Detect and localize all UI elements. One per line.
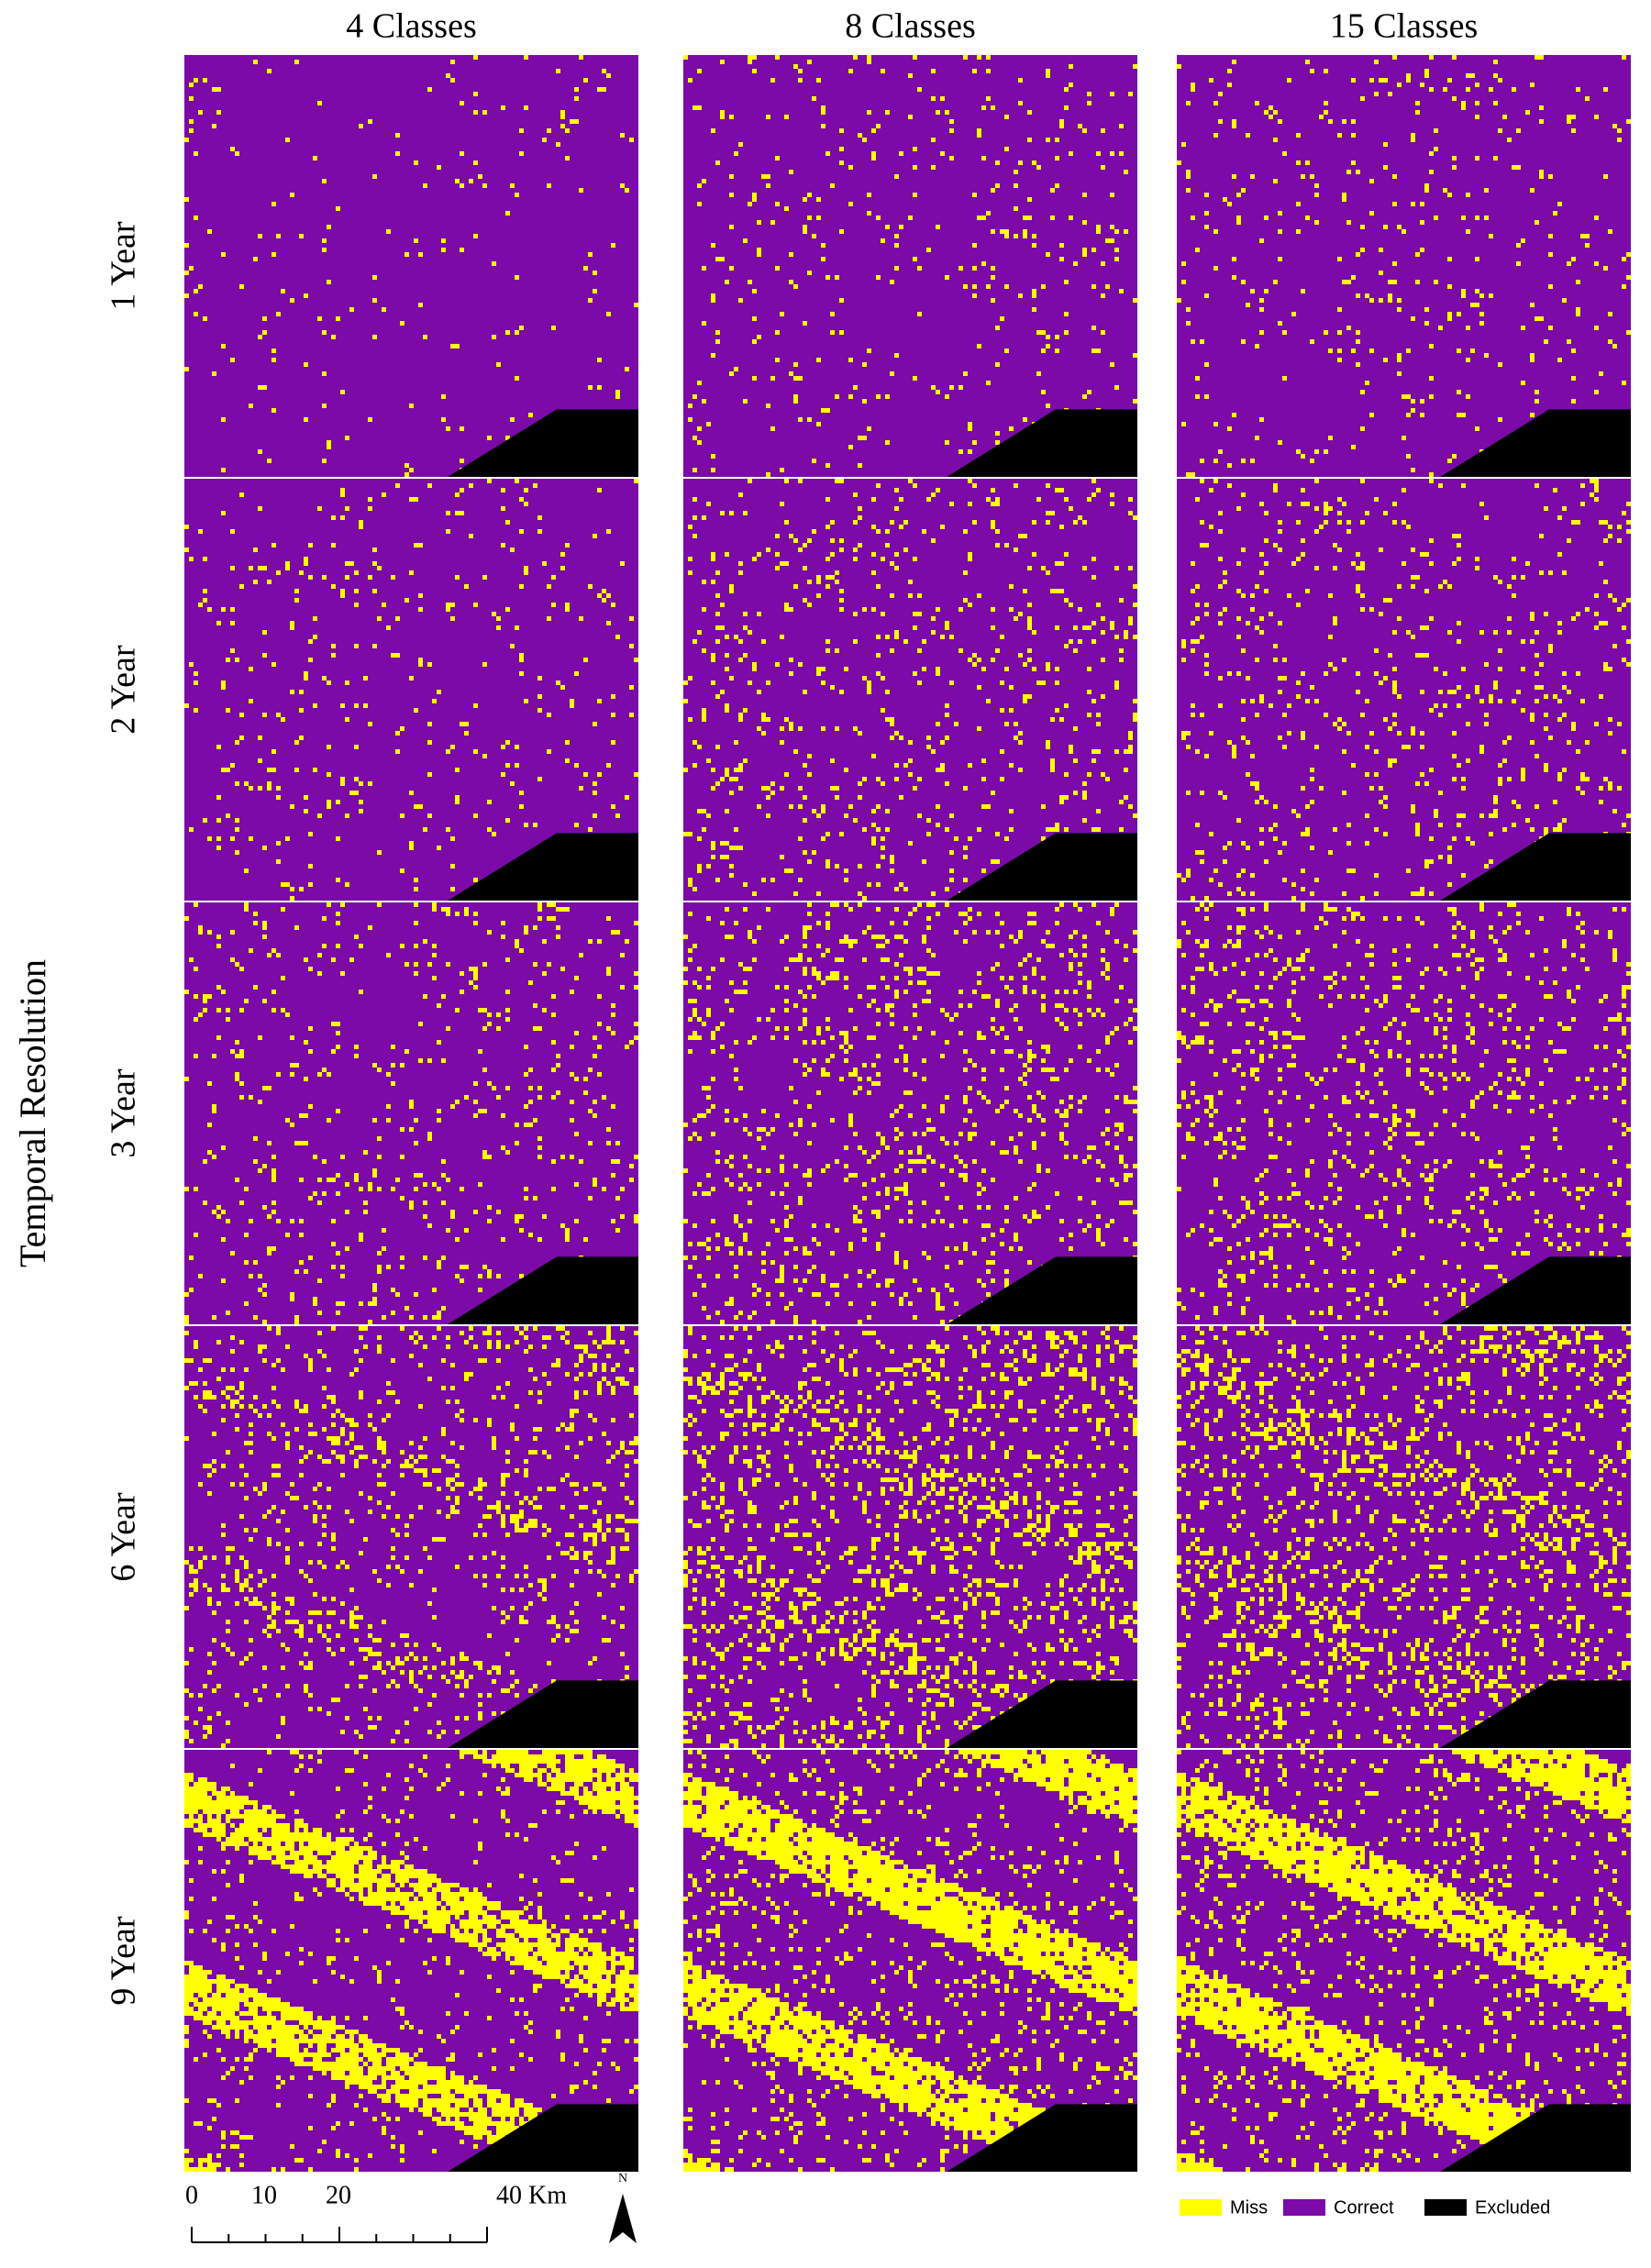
legend-label: Excluded: [1475, 2197, 1550, 2218]
excluded-area: [1440, 833, 1631, 901]
miss-pixels: [683, 1750, 1137, 2172]
north-arrow: N: [609, 2172, 637, 2243]
legend-label: Miss: [1230, 2197, 1268, 2218]
north-label: N: [618, 2172, 627, 2185]
map-panel: [1177, 1750, 1631, 2172]
excluded-area: [1440, 1256, 1631, 1324]
scale-label: 20: [326, 2181, 351, 2209]
miss-pixels: [184, 1326, 638, 1748]
panel-grid: 4 Classes 8 Classes 15 Classes 1 Year 2 Year…: [105, 7, 1631, 2172]
miss-pixels: [1177, 55, 1631, 477]
miss-pixels: [1177, 1750, 1631, 2172]
excluded-area: [947, 1256, 1137, 1324]
legend-label: Correct: [1334, 2197, 1394, 2218]
map-background: [184, 902, 638, 1324]
miss-pixels: [1177, 1326, 1631, 1748]
map-panel: [683, 1326, 1137, 1748]
row-title: 1 Year: [105, 221, 143, 310]
map-panel: [683, 55, 1137, 477]
excluded-area: [448, 2104, 638, 2172]
map-panel: [1177, 902, 1631, 1324]
excluded-area: [1440, 2104, 1631, 2172]
map-panel: [683, 1750, 1137, 2172]
row-axis-title: Temporal Resolution: [12, 959, 53, 1267]
legend-swatch: [1283, 2199, 1325, 2216]
excluded-area: [947, 1680, 1137, 1748]
scale-label: 0: [185, 2181, 198, 2209]
excluded-area: [947, 409, 1137, 477]
row-title: 6 Year: [105, 1492, 143, 1581]
row-title: 2 Year: [105, 645, 143, 734]
row-title: 9 Year: [105, 1916, 143, 2005]
row-title: 3 Year: [105, 1068, 143, 1157]
legend-swatch: [1180, 2199, 1222, 2216]
miss-pixels: [683, 902, 1137, 1324]
excluded-area: [448, 833, 638, 901]
excluded-area: [947, 833, 1137, 901]
excluded-area: [448, 1680, 638, 1748]
scale-label: 40 Km: [496, 2181, 567, 2209]
map-panel: [683, 902, 1137, 1324]
excluded-area: [448, 1256, 638, 1324]
map-panel: [683, 479, 1137, 901]
column-title: 15 Classes: [1330, 7, 1479, 46]
scale-bar: 0 10 20 40 Km: [185, 2181, 567, 2243]
map-panel: [1177, 1326, 1631, 1748]
excluded-area: [1440, 1680, 1631, 1748]
excluded-area: [1440, 409, 1631, 477]
excluded-area: [947, 2104, 1137, 2172]
legend-swatch: [1424, 2199, 1467, 2216]
miss-pixels: [184, 1750, 638, 2172]
miss-pixels: [683, 1326, 1137, 1748]
map-panel: [184, 55, 638, 477]
legend: Miss Correct Excluded: [1180, 2197, 1550, 2218]
map-panel: [184, 479, 638, 901]
map-panel: [1177, 55, 1631, 477]
column-title: 4 Classes: [346, 7, 477, 46]
map-panel: [184, 1750, 638, 2172]
map-panel: [184, 1326, 638, 1748]
miss-pixels: [683, 479, 1137, 901]
miss-pixels: [1177, 902, 1631, 1324]
map-panel: [1177, 479, 1631, 901]
north-arrow-shape: [609, 2194, 637, 2243]
map-panel: [184, 902, 638, 1324]
map-background: [1177, 55, 1631, 477]
scale-label: 10: [251, 2181, 277, 2209]
excluded-area: [448, 409, 638, 477]
column-title: 8 Classes: [845, 7, 976, 46]
